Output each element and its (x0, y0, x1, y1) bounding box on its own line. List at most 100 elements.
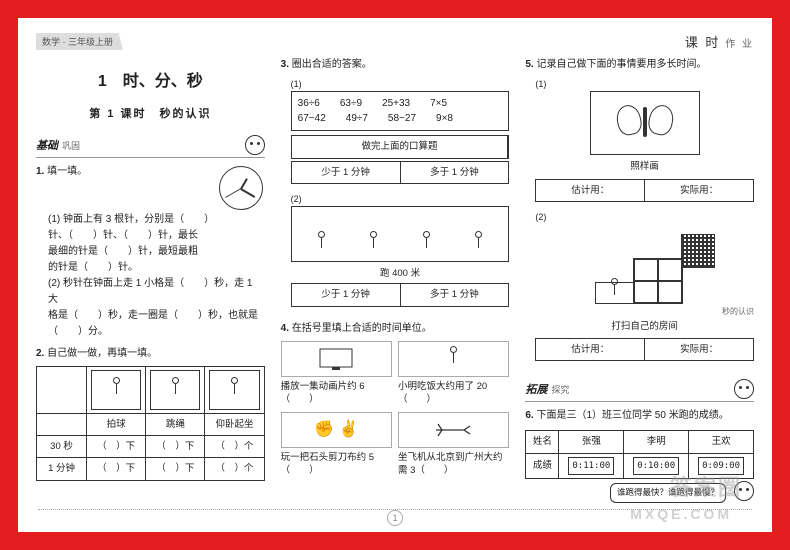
q4-item-2: 小明吃饭大约用了 20（ ） (398, 341, 509, 407)
name-3: 王欢 (689, 431, 754, 453)
th-name: 姓名 (526, 431, 559, 453)
cap-draw: 照样画 (535, 159, 754, 174)
hdr-patball: 拍球 (87, 414, 146, 436)
gt-1min: 多于 1 分钟 (401, 162, 509, 183)
q6: 6. 下面是三（1）班三位同学 50 米跑的成绩。 姓名 张强 李明 王欢 成绩… (525, 408, 754, 502)
cap-clean: 打扫自己的房间 (535, 319, 754, 334)
qr-caption: 秒的认识 (535, 306, 754, 319)
lt-1min-2: 少于 1 分钟 (292, 284, 401, 305)
plane-icon (398, 412, 509, 448)
choice-1: 少于 1 分钟 多于 1 分钟 (291, 161, 510, 184)
table-row: 成绩 0:11:00 0:10:00 0:09:00 (526, 453, 754, 478)
q4-item-4: 坐飞机从北京到广州大约需 3（ ） (398, 412, 509, 478)
gt-1min-2: 多于 1 分钟 (401, 284, 509, 305)
watermark-2: MXQE.COM (630, 506, 732, 522)
table-row: 姓名 张强 李明 王欢 (526, 431, 754, 453)
choice-2: 少于 1 分钟 多于 1 分钟 (291, 283, 510, 306)
run-caption: 跑 400 米 (291, 266, 510, 281)
q4-grid: 播放一集动画片约 6（ ） 小明吃饭大约用了 20（ ） ✊ ✌ 玩一把石头剪刀… (281, 341, 510, 478)
q1-l7: （ ）分。 (48, 324, 265, 340)
q2-num: 2. (36, 348, 44, 359)
face-icon-3 (734, 481, 754, 501)
img-patball (91, 370, 141, 410)
table-row: 拍球 跳绳 仰卧起坐 (37, 414, 265, 436)
th-score: 成绩 (526, 453, 559, 478)
page-number: 1 (387, 510, 403, 526)
q2-title: 自己做一做，再填一填。 (47, 348, 157, 359)
time-2: 0:10:00 (633, 457, 679, 475)
name-2: 李明 (624, 431, 689, 453)
time-1: 0:11:00 (568, 457, 614, 475)
q2-table: 拍球 跳绳 仰卧起坐 30 秒 （ ）下 （ ）下 （ ）个 1 分钟 （ ）下… (36, 366, 265, 481)
q1-l2: 针、（ ）针、（ ）针，最长 (48, 228, 265, 244)
worksheet-page: 数学 · 三年级上册 课 时 作 业 1 时、分、秒 第 1 课时 秒的认识 基… (18, 18, 772, 532)
page-tag: 课 时 作 业 (685, 32, 754, 51)
qr-code-icon (681, 234, 715, 268)
q4-title: 在括号里填上合适的时间单位。 (292, 323, 432, 334)
img-situp (209, 370, 259, 410)
q6-bubble-row: 谁跑得最快？谁跑得最慢？ (525, 479, 754, 503)
sec-basic-label: 基础 (36, 137, 58, 153)
name-1: 张强 (559, 431, 624, 453)
sec-ext-label: 拓展 (525, 381, 547, 397)
q5: 5. 记录自己做下面的事情要用多长时间。 (1) 照样画 估计用：实际用： (2… (525, 57, 754, 369)
q1: 1. 填一填。 (1) 钟面上有 3 根针，分别是（ ） 针、（ ）针、（ ）针… (36, 164, 265, 340)
q5-title: 记录自己做下面的事情要用多长时间。 (536, 59, 706, 70)
tag-big: 课 时 (685, 35, 721, 50)
butterfly-box (590, 91, 700, 155)
speech-bubble: 谁跑得最快？谁跑得最慢？ (610, 483, 726, 503)
q4: 4. 在括号里填上合适的时间单位。 播放一集动画片约 6（ ） 小明吃饭大约用了… (281, 321, 510, 478)
q4-num: 4. (281, 323, 289, 334)
clock-icon (219, 166, 263, 210)
hdr-situp: 仰卧起坐 (205, 414, 264, 436)
breadcrumb: 数学 · 三年级上册 (36, 33, 123, 50)
q1-l5: (2) 秒针在钟面上走 1 小格是（ ）秒，走 1 大 (48, 276, 265, 308)
ops-row2: 67−42 49÷7 58−27 9×8 (298, 111, 503, 126)
img-jumprope (150, 370, 200, 410)
face-icon-2 (734, 379, 754, 399)
section-ext: 拓展 探究 (525, 379, 754, 402)
col-1: 1 时、分、秒 第 1 课时 秒的认识 基础 巩固 1. 填一填。 (1) 钟面… (36, 57, 265, 517)
est-table-2: 估计用：实际用： (535, 338, 754, 361)
q1-l4: 的针是（ ）针。 (48, 260, 265, 276)
hdr-jumprope: 跳绳 (146, 414, 205, 436)
q1-title: 填一填。 (47, 166, 87, 177)
table-row: 1 分钟 （ ）下 （ ）下 （ ）个 (37, 458, 265, 480)
calc-caption: 做完上面的口算题 (292, 136, 509, 157)
tag-small: 作 业 (725, 39, 754, 50)
tv-icon (281, 341, 392, 377)
calc-box: 36÷6 63÷9 25+33 7×5 67−42 49÷7 58−27 9×8 (291, 91, 510, 131)
q5-num: 5. (525, 59, 533, 70)
window-icon (633, 258, 683, 304)
q2: 2. 自己做一做，再填一填。 拍球 跳绳 仰卧起坐 (36, 346, 265, 481)
table-row: 30 秒 （ ）下 （ ）下 （ ）个 (37, 436, 265, 458)
sec-ext-sub: 探究 (551, 383, 569, 396)
q6-num: 6. (525, 410, 533, 421)
q3: 3. 圈出合适的答案。 (1) 36÷6 63÷9 25+33 7×5 67−4… (281, 57, 510, 315)
rps-icon: ✊ ✌ (281, 412, 392, 448)
ops-row1: 36÷6 63÷9 25+33 7×5 (298, 96, 503, 111)
unit-title: 1 时、分、秒 (36, 67, 265, 91)
q3-num: 3. (281, 59, 289, 70)
q1-l6: 格是（ ）秒，走一圈是（ ）秒，也就是 (48, 308, 265, 324)
q6-title: 下面是三（1）班三位同学 50 米跑的成绩。 (536, 410, 728, 421)
run-illustration (291, 206, 510, 262)
columns: 1 时、分、秒 第 1 课时 秒的认识 基础 巩固 1. 填一填。 (1) 钟面… (36, 57, 754, 517)
lt-1min: 少于 1 分钟 (292, 162, 401, 183)
est-table-1: 估计用：实际用： (535, 179, 754, 202)
col-3: 5. 记录自己做下面的事情要用多长时间。 (1) 照样画 估计用：实际用： (2… (525, 57, 754, 517)
lesson-title: 第 1 课时 秒的认识 (36, 105, 265, 121)
col-2: 3. 圈出合适的答案。 (1) 36÷6 63÷9 25+33 7×5 67−4… (281, 57, 510, 517)
time-3: 0:09:00 (698, 457, 744, 475)
face-icon (245, 135, 265, 155)
eat-icon (398, 341, 509, 377)
sec-basic-sub: 巩固 (62, 139, 80, 152)
q3-title: 圈出合适的答案。 (292, 59, 372, 70)
q4-item-3: ✊ ✌ 玩一把石头剪刀布约 5（ ） (281, 412, 392, 478)
section-basic: 基础 巩固 (36, 135, 265, 158)
q1-num: 1. (36, 166, 44, 177)
q1-l3: 最细的针是（ ）针，最短最粗 (48, 244, 265, 260)
q4-item-1: 播放一集动画片约 6（ ） (281, 341, 392, 407)
table-row (37, 367, 265, 414)
q6-table: 姓名 张强 李明 王欢 成绩 0:11:00 0:10:00 0:09:00 (525, 430, 754, 479)
